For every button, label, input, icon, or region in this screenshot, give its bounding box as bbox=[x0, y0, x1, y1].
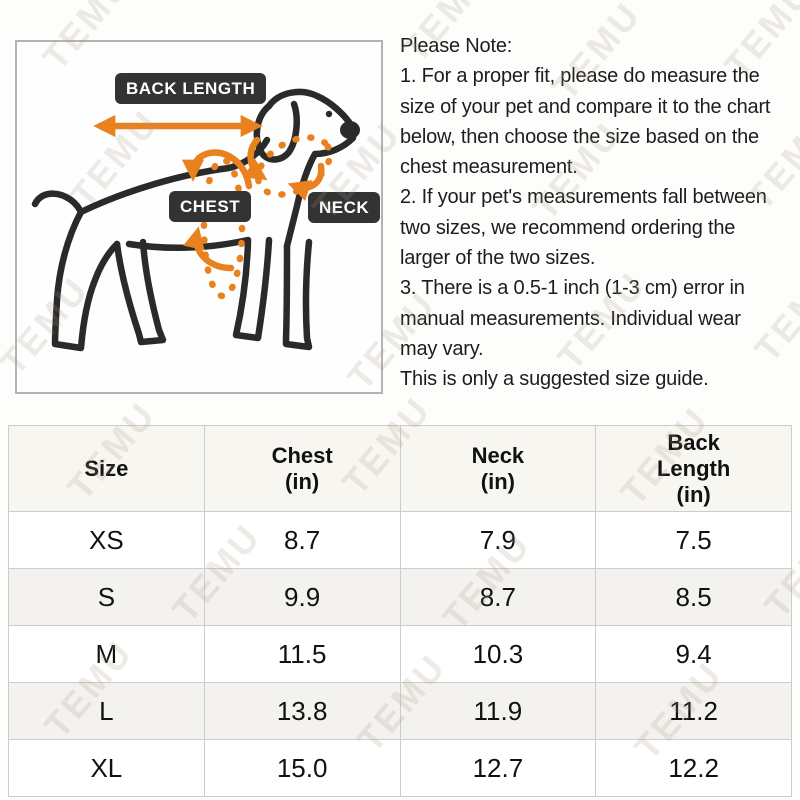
neck-cell: 10.3 bbox=[399, 625, 597, 683]
table-row: L 13.8 11.9 11.2 bbox=[8, 682, 792, 740]
neck-label: NECK bbox=[308, 192, 381, 223]
dog-eye bbox=[325, 110, 333, 118]
note-line: manual measurements. Individual wear bbox=[400, 307, 741, 330]
table-row: XL 15.0 12.7 12.2 bbox=[8, 739, 792, 797]
back-length-label: BACK LENGTH bbox=[115, 73, 267, 104]
neck-girth-dashed bbox=[254, 134, 334, 198]
note-line: 2. If your pet's measurements fall betwe… bbox=[400, 186, 767, 209]
table-row: XS 8.7 7.9 7.5 bbox=[8, 511, 792, 569]
chest-cell: 15.0 bbox=[203, 739, 401, 797]
note-line: This is only a suggested size guide. bbox=[400, 368, 709, 391]
column-header: Size bbox=[8, 425, 205, 512]
note-line: may vary. bbox=[400, 337, 484, 360]
column-header: Chest (in) bbox=[203, 425, 401, 512]
note-line: chest measurement. bbox=[400, 156, 578, 179]
note-line: size of your pet and compare it to the c… bbox=[400, 95, 771, 118]
note-line: below, then choose the size based on the bbox=[400, 125, 759, 148]
please-note-text: Please Note: 1. For a proper fit, please… bbox=[400, 31, 798, 395]
column-header: Back Length (in) bbox=[595, 425, 792, 512]
back-length-cell: 7.5 bbox=[595, 511, 792, 569]
chest-cell: 8.7 bbox=[203, 511, 401, 569]
note-line: two sizes, we recommend ordering the bbox=[400, 216, 736, 239]
chest-arrow-top bbox=[181, 149, 253, 190]
size-cell: L bbox=[8, 682, 205, 740]
dog-nose bbox=[340, 121, 360, 139]
measurement-diagram: BACK LENGTH CHEST NECK bbox=[15, 40, 383, 394]
back-length-cell: 8.5 bbox=[595, 568, 792, 626]
neck-cell: 12.7 bbox=[399, 739, 597, 797]
back-length-cell: 9.4 bbox=[595, 625, 792, 683]
table-row: M 11.5 10.3 9.4 bbox=[8, 625, 792, 683]
note-line: 1. For a proper fit, please do measure t… bbox=[400, 65, 760, 88]
back-length-cell: 12.2 bbox=[595, 739, 792, 797]
chest-girth-dashed bbox=[200, 156, 246, 300]
measurement-annotations bbox=[93, 114, 334, 300]
column-header: Neck (in) bbox=[399, 425, 597, 512]
chest-cell: 9.9 bbox=[203, 568, 401, 626]
neck-cell: 8.7 bbox=[399, 568, 597, 626]
note-line: 3. There is a 0.5-1 inch (1-3 cm) error … bbox=[400, 277, 745, 300]
chest-label: CHEST bbox=[169, 191, 252, 222]
size-cell: XS bbox=[8, 511, 205, 569]
size-chart-table: Size Chest (in) Neck (in) Back Length (i… bbox=[8, 425, 792, 797]
size-cell: M bbox=[8, 625, 205, 683]
chest-cell: 11.5 bbox=[203, 625, 401, 683]
back-length-cell: 11.2 bbox=[595, 682, 792, 740]
size-chart-body: XS 8.7 7.9 7.5 S 9.9 8.7 8.5 M 11.5 10.3 bbox=[8, 511, 792, 797]
neck-cell: 11.9 bbox=[399, 682, 597, 740]
size-chart-header: Size Chest (in) Neck (in) Back Length (i… bbox=[8, 425, 792, 512]
note-line: Please Note: bbox=[400, 35, 513, 57]
neck-arrow-left bbox=[242, 136, 268, 181]
size-cell: XL bbox=[8, 739, 205, 797]
chest-cell: 13.8 bbox=[203, 682, 401, 740]
header-row: Size Chest (in) Neck (in) Back Length (i… bbox=[8, 425, 792, 512]
table-row: S 9.9 8.7 8.5 bbox=[8, 568, 792, 626]
neck-cell: 7.9 bbox=[399, 511, 597, 569]
note-line: larger of the two sizes. bbox=[400, 247, 596, 270]
size-cell: S bbox=[8, 568, 205, 626]
chest-arrow-bottom bbox=[183, 226, 235, 272]
dog-measurement-illustration bbox=[31, 88, 360, 352]
neck-arrow-right bbox=[287, 162, 325, 202]
